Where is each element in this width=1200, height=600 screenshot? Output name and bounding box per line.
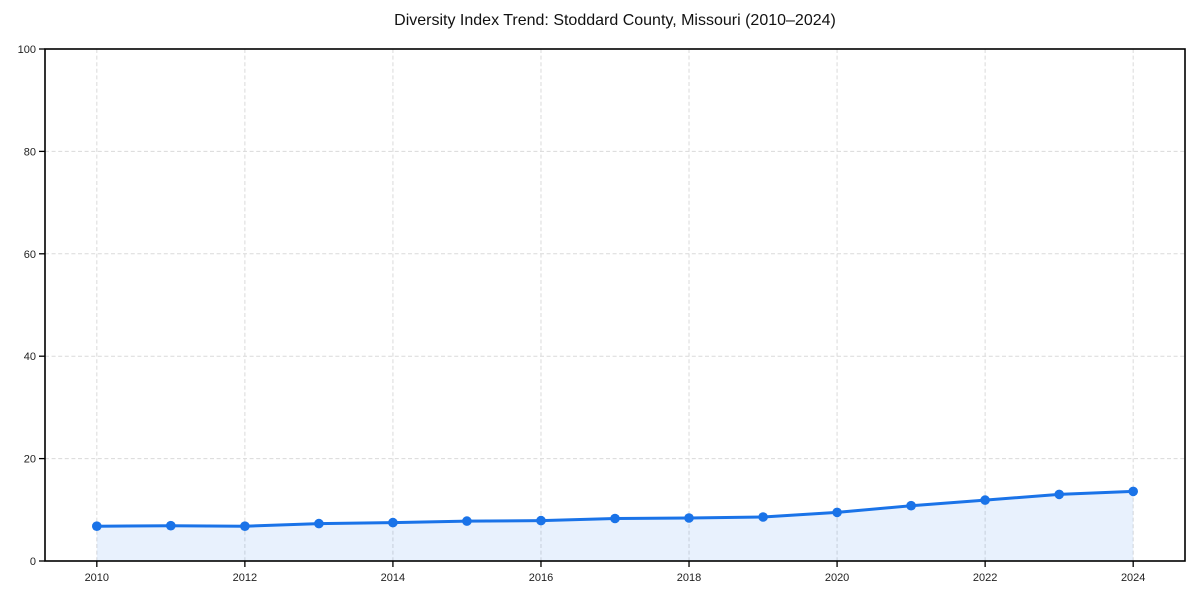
x-tick-label: 2022 <box>973 572 997 584</box>
data-point-2017 <box>610 513 620 524</box>
data-point-2018 <box>684 513 694 523</box>
x-tick-label: 2018 <box>677 572 701 584</box>
data-point-2022 <box>980 495 990 505</box>
y-tick-label: 100 <box>18 44 36 56</box>
x-tick-label: 2020 <box>825 572 849 584</box>
data-point-2016 <box>536 515 546 526</box>
data-point-2014 <box>388 517 398 528</box>
plot-border <box>44 48 1186 562</box>
chart-title: Diversity Index Trend: Stoddard County, … <box>394 12 836 29</box>
data-point-2013 <box>314 518 324 529</box>
data-point-2021 <box>906 500 916 511</box>
data-point-2024 <box>1128 486 1138 497</box>
x-tick-label: 2012 <box>233 572 257 584</box>
data-point-2010 <box>92 521 102 531</box>
x-tick-label: 2016 <box>529 572 553 584</box>
y-tick-label: 80 <box>24 146 36 158</box>
y-tick-label: 0 <box>30 556 36 568</box>
data-point-2020 <box>832 507 842 518</box>
y-tick-label: 40 <box>24 351 36 363</box>
y-tick-label: 20 <box>24 454 36 466</box>
data-point-2011 <box>166 520 176 531</box>
area-fill <box>96 491 1134 561</box>
data-point-2019 <box>758 512 768 522</box>
x-tick-label: 2014 <box>381 572 405 584</box>
data-point-2015 <box>462 516 472 526</box>
x-tick-label: 2010 <box>85 572 109 584</box>
data-point-2012 <box>240 521 250 531</box>
x-tick-label: 2024 <box>1121 572 1145 584</box>
y-tick-label: 60 <box>24 249 36 261</box>
data-point-2023 <box>1054 489 1064 500</box>
